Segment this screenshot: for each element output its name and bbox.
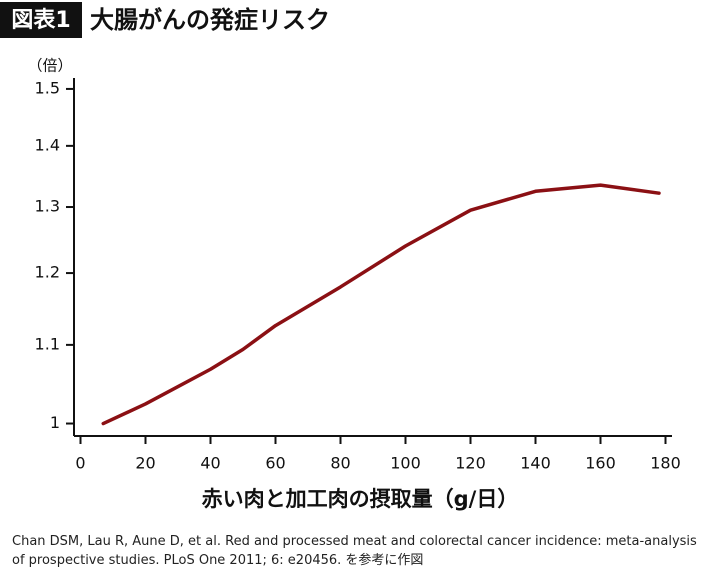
- badge-box: [0, 2, 82, 38]
- line-series: [101, 183, 661, 426]
- y-tick-label: 1.3: [35, 197, 60, 216]
- y-tick-label: 1.1: [35, 334, 60, 353]
- source-note: Chan DSM, Lau R, Aune D, et al. Red and …: [12, 534, 697, 568]
- x-axis-label: 赤い肉と加工肉の摂取量（g/日）: [202, 487, 519, 511]
- x-tick-label: 60: [265, 454, 285, 473]
- x-tick-label: 20: [135, 454, 155, 473]
- x-tick-label: 120: [455, 454, 486, 473]
- badge: 図表1: [11, 8, 70, 33]
- x-tick-label: 160: [585, 454, 616, 473]
- x-tick-label: 40: [200, 454, 220, 473]
- y-tick-label: 1.2: [35, 263, 60, 282]
- y-tick-label: 1.5: [35, 78, 60, 97]
- x-tick-label: 0: [75, 454, 85, 473]
- y-unit: （倍）: [27, 57, 72, 75]
- y-tick-label: 1.4: [35, 135, 60, 154]
- x-tick-label: 180: [650, 454, 681, 473]
- x-tick-label: 140: [520, 454, 551, 473]
- x-tick-label: 100: [390, 454, 421, 473]
- y-tick-label: 1: [50, 413, 60, 432]
- chart: 図表1 大腸がんの発症リスク （倍） 赤い肉と加工肉の摂取量（g/日） 1 1.1…: [0, 2, 681, 511]
- chart-title: 大腸がんの発症リスク: [90, 6, 330, 34]
- x-tick-label: 80: [330, 454, 350, 473]
